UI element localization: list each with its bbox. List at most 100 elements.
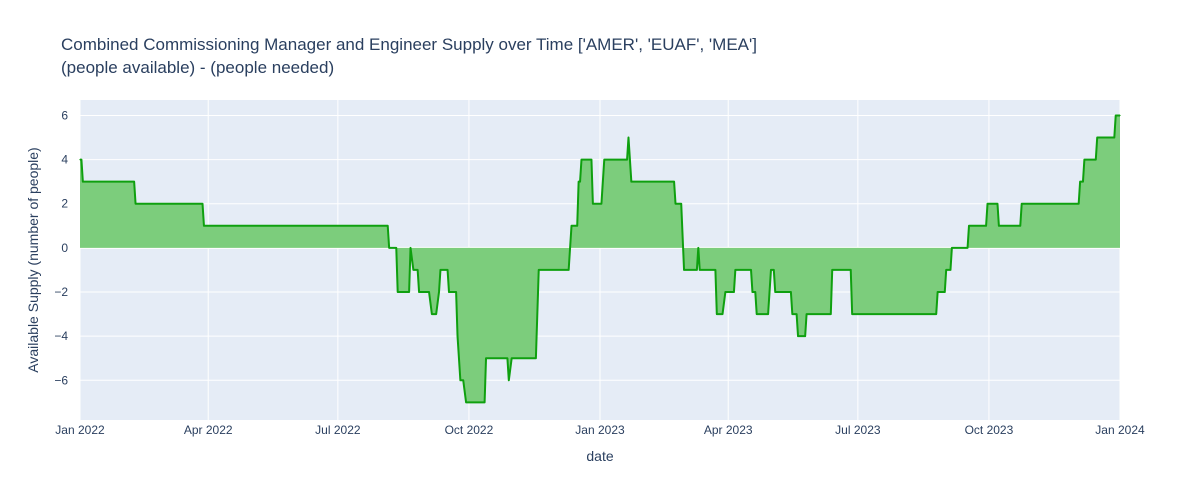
data-point [754,291,756,293]
data-point [935,313,937,315]
data-point [627,136,630,139]
data-point [462,379,464,381]
x-tick-labels: Jan 2022 Apr 2022 Jul 2022 Oct 2022 Jan 2023… [55,423,1145,437]
data-point [680,203,682,205]
data-point [716,313,718,315]
data-point [851,313,853,315]
data-point [580,158,583,161]
data-point [569,247,571,249]
data-point [697,247,699,249]
y-tick-label: 0 [61,241,68,255]
data-point [538,269,540,271]
data-point [603,158,605,161]
data-point [944,291,946,293]
data-point [699,269,701,271]
data-point [592,203,594,205]
data-point [985,225,987,227]
data-point [630,181,632,183]
data-point [412,269,414,271]
data-point [1119,114,1121,117]
data-points [79,114,1121,403]
data-point [750,269,752,271]
data-point [724,291,726,293]
x-tick-label: Apr 2023 [704,423,753,437]
data-point [714,269,717,271]
data-point [590,158,593,161]
data-point [791,313,793,315]
data-point [455,291,457,293]
data-point [456,335,459,337]
chart-title: Combined Commissioning Manager and Engin… [61,35,757,54]
data-point [796,313,798,315]
data-point [448,291,450,293]
data-point [767,313,769,315]
y-tick-labels: 6 4 2 0 −2 −4 −6 [54,108,68,387]
data-point [79,158,81,161]
data-point [790,291,792,293]
data-point [1082,181,1084,183]
data-point [674,203,677,205]
data-point [774,291,776,293]
data-point [428,291,430,293]
data-point [133,181,135,183]
data-point [696,269,698,271]
supply-line [80,114,1120,404]
y-tick-label: 4 [61,153,68,167]
supply-area-fill [80,115,1120,403]
data-point [511,357,513,359]
data-point [465,401,467,403]
data-point [1096,136,1098,139]
y-tick-label: −2 [54,285,68,299]
y-tick-label: 6 [61,108,68,122]
data-point [506,357,508,359]
x-tick-label: Jan 2024 [1095,423,1145,437]
data-point [576,225,578,227]
data-point [438,291,440,293]
data-point [408,291,410,293]
data-point [850,269,852,271]
data-point [949,269,952,271]
data-point [986,203,989,205]
y-tick-label: −4 [54,329,68,343]
x-tick-label: Jan 2022 [55,423,105,437]
data-point [968,225,970,227]
data-point [459,379,461,381]
data-point [1079,181,1081,183]
y-axis-title: Available Supply (number of people) [25,147,41,372]
data-point [733,291,735,293]
data-point [831,269,833,271]
data-point [201,203,204,205]
data-point [830,313,832,315]
data-point [797,335,799,337]
data-point [773,269,775,271]
data-point [508,379,510,381]
data-point [395,247,397,249]
data-point [951,247,953,249]
data-point [417,269,419,271]
data-point [431,313,433,315]
x-axis-title: date [586,448,613,464]
data-point [435,313,437,315]
data-point [600,203,603,205]
data-point [535,357,537,359]
data-point [1115,114,1117,117]
data-point [80,158,83,161]
y-tick-label: 2 [61,197,68,211]
data-point [203,225,205,227]
data-point [1083,158,1085,161]
data-point [387,225,389,227]
data-point [82,181,84,183]
data-point [1021,203,1023,205]
data-point [673,181,675,183]
data-point [756,313,758,315]
data-point [446,269,449,271]
data-point [1095,158,1097,161]
x-tick-label: Apr 2022 [184,423,233,437]
data-point [570,225,573,227]
data-point [945,269,947,271]
data-point [418,291,420,293]
data-point [484,401,486,403]
data-point [805,313,808,315]
